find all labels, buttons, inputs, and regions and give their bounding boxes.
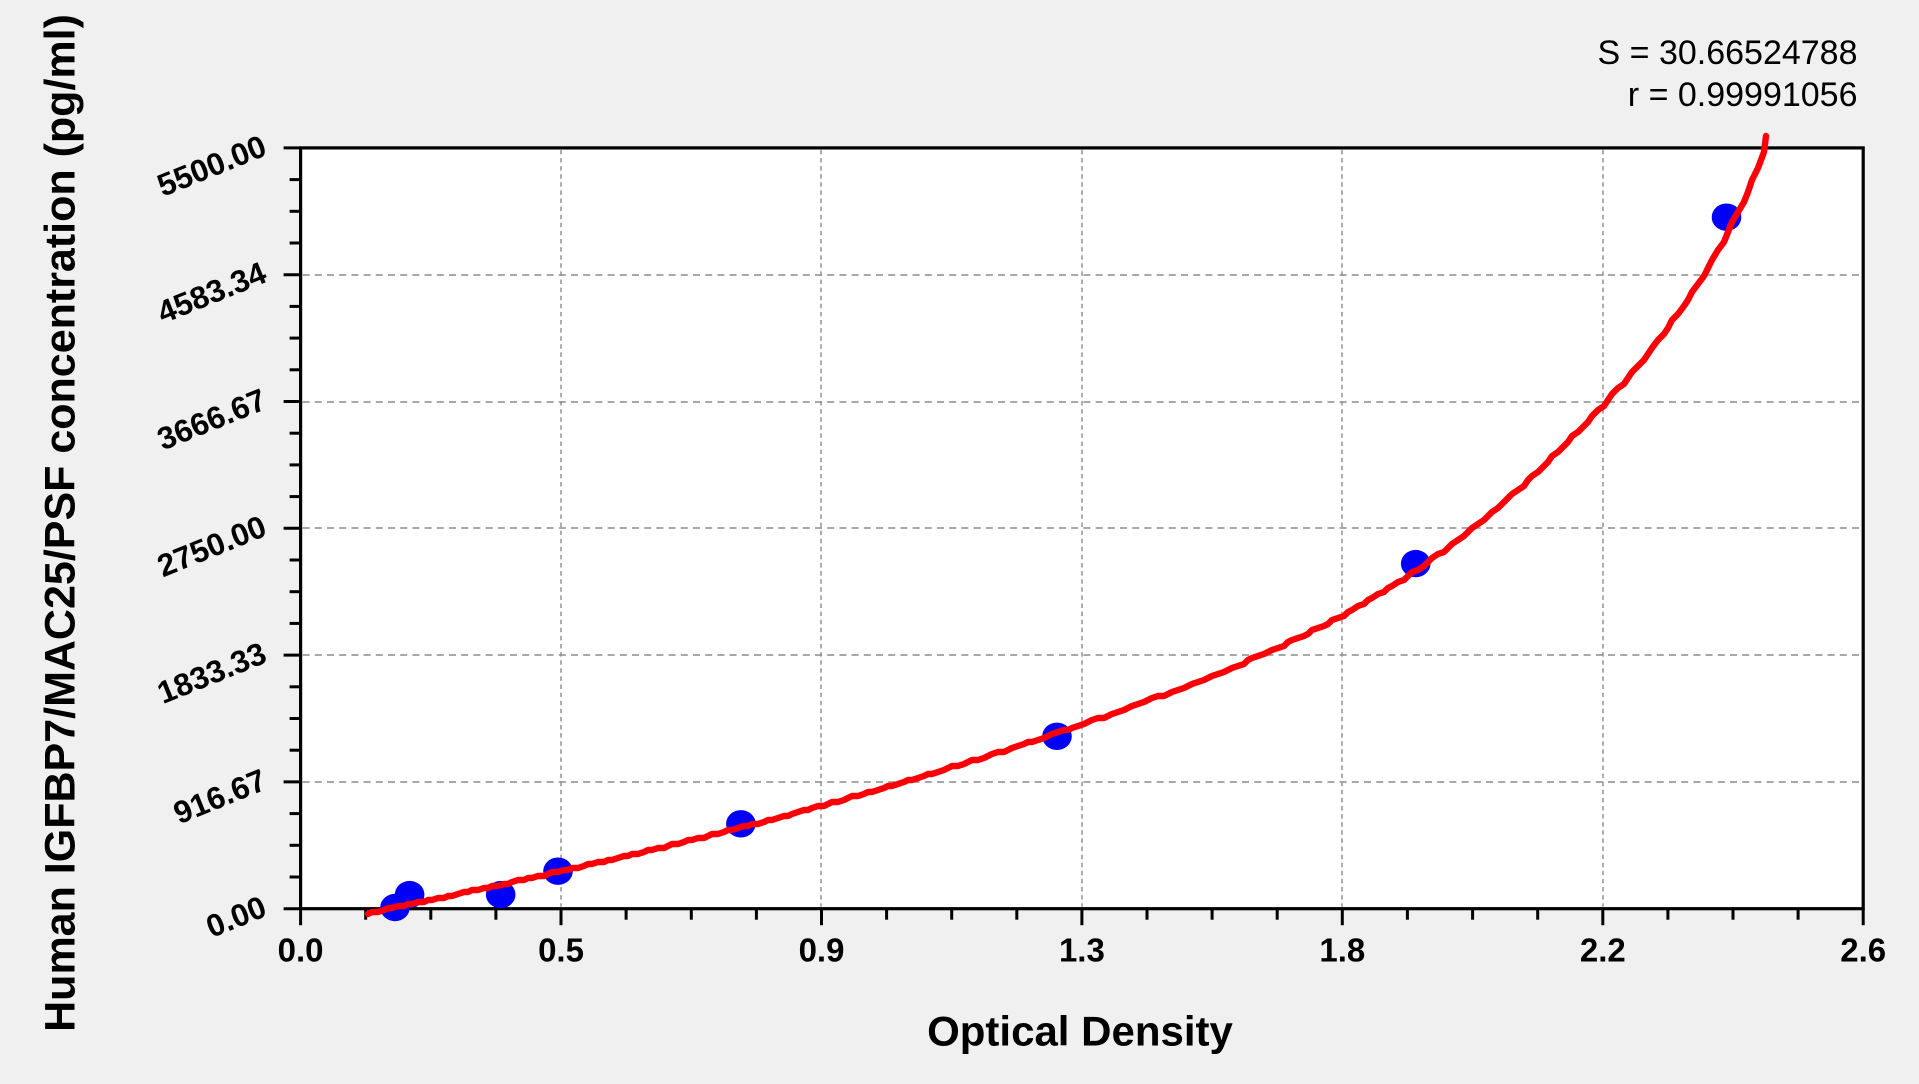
svg-text:1.3: 1.3	[1059, 932, 1105, 969]
svg-text:r = 0.99991056: r = 0.99991056	[1628, 76, 1858, 114]
svg-text:1.8: 1.8	[1319, 932, 1365, 969]
svg-text:0.5: 0.5	[538, 932, 584, 969]
svg-text:0.9: 0.9	[799, 932, 845, 969]
svg-text:Optical Density: Optical Density	[927, 1008, 1233, 1055]
svg-text:S = 30.66524788: S = 30.66524788	[1598, 34, 1858, 72]
svg-text:2.2: 2.2	[1580, 932, 1626, 969]
svg-text:0.0: 0.0	[278, 932, 324, 969]
svg-text:2.6: 2.6	[1840, 932, 1886, 969]
svg-text:Human IGFBP7/MAC25/PSF concen: Human IGFBP7/MAC25/PSF concentration (pg…	[37, 14, 85, 1032]
